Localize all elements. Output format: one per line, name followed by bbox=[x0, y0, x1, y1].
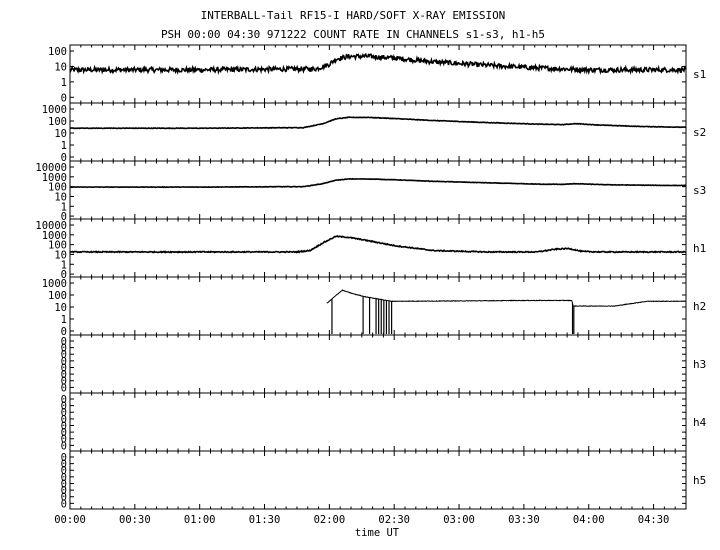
y-tick-label: 10 bbox=[54, 191, 67, 203]
panel-frame bbox=[69, 334, 687, 394]
y-tick-label: 0 bbox=[61, 369, 67, 381]
series-line-h1 bbox=[69, 234, 687, 254]
y-tick-label: 100 bbox=[48, 290, 67, 302]
x-tick-label: 03:00 bbox=[443, 514, 475, 526]
y-tick-label: 0 bbox=[61, 92, 67, 104]
x-tick-label: 02:30 bbox=[378, 514, 410, 526]
y-tick-label: 1000 bbox=[42, 104, 67, 116]
x-tick-label: 02:00 bbox=[314, 514, 346, 526]
y-tick-label: 100 bbox=[48, 46, 67, 58]
panel-frame bbox=[69, 44, 687, 104]
chart-subtitle: PSH 00:00 04:30 971222 COUNT RATE IN CHA… bbox=[161, 28, 545, 41]
channel-label-h3: h3 bbox=[693, 358, 706, 371]
y-tick-label: 1 bbox=[61, 77, 67, 89]
channel-label-s3: s3 bbox=[693, 184, 706, 197]
y-tick-label: 0 bbox=[61, 211, 67, 223]
x-axis: 00:00 00:30 01:00 01:30 02:00 02:30 03:00 03:30… bbox=[54, 514, 669, 526]
panel-frame bbox=[69, 102, 687, 162]
y-tick-label: 0 bbox=[61, 427, 67, 439]
series-line-s2 bbox=[69, 116, 687, 130]
panel-frame bbox=[69, 160, 687, 220]
y-tick-label: 0 bbox=[61, 472, 67, 484]
series-line-s3 bbox=[70, 177, 686, 189]
panels-group: 1001010s110001001010s21000010001001010s3… bbox=[35, 44, 707, 510]
y-tick-label: 10 bbox=[54, 128, 67, 140]
y-tick-label: 0 bbox=[61, 420, 67, 432]
y-tick-label: 1 bbox=[61, 259, 67, 271]
y-tick-label: 0 bbox=[61, 492, 67, 504]
y-tick-label: 0 bbox=[61, 336, 67, 348]
chart-title: INTERBALL-Tail RF15-I HARD/SOFT X-RAY EM… bbox=[201, 9, 506, 22]
y-tick-label: 0 bbox=[61, 434, 67, 446]
y-tick-label: 10 bbox=[54, 249, 67, 261]
channel-label-h2: h2 bbox=[693, 300, 706, 313]
y-tick-label: 0 bbox=[61, 356, 67, 368]
x-tick-label: 01:30 bbox=[249, 514, 281, 526]
y-tick-label: 0 bbox=[61, 382, 67, 394]
y-tick-label: 1000 bbox=[42, 230, 67, 242]
y-tick-label: 0 bbox=[61, 498, 67, 510]
x-tick-label: 04:30 bbox=[638, 514, 670, 526]
y-tick-label: 0 bbox=[61, 394, 67, 406]
x-tick-label: 00:30 bbox=[119, 514, 151, 526]
y-tick-label: 0 bbox=[61, 465, 67, 477]
x-tick-label: 00:00 bbox=[54, 514, 86, 526]
y-tick-label: 0 bbox=[61, 440, 67, 452]
channel-label-h5: h5 bbox=[693, 474, 706, 487]
y-tick-label: 0 bbox=[61, 349, 67, 361]
x-tick-label: 04:00 bbox=[573, 514, 605, 526]
y-tick-label: 10 bbox=[54, 302, 67, 314]
series-line-s1 bbox=[69, 52, 687, 76]
channel-label-s1: s1 bbox=[693, 68, 706, 81]
channel-label-s2: s2 bbox=[693, 126, 706, 139]
x-tick-label: 01:00 bbox=[184, 514, 216, 526]
y-tick-label: 0 bbox=[61, 376, 67, 388]
y-tick-label: 0 bbox=[61, 452, 67, 464]
x-tick-label: 03:30 bbox=[508, 514, 540, 526]
x-axis-label: time UT bbox=[355, 527, 400, 539]
y-tick-label: 0 bbox=[61, 485, 67, 497]
y-tick-label: 1000 bbox=[42, 172, 67, 184]
y-tick-label: 0 bbox=[61, 459, 67, 471]
y-tick-label: 10000 bbox=[35, 162, 67, 174]
y-tick-label: 0 bbox=[61, 152, 67, 164]
y-tick-label: 1 bbox=[61, 314, 67, 326]
y-tick-label: 10 bbox=[54, 61, 67, 73]
channel-label-h4: h4 bbox=[693, 416, 707, 429]
y-tick-label: 100 bbox=[48, 240, 67, 252]
y-tick-label: 0 bbox=[61, 343, 67, 355]
y-tick-label: 100 bbox=[48, 182, 67, 194]
y-tick-label: 10000 bbox=[35, 220, 67, 232]
y-tick-label: 0 bbox=[61, 401, 67, 413]
y-tick-label: 1 bbox=[61, 140, 67, 152]
y-tick-label: 1000 bbox=[42, 278, 67, 290]
y-tick-label: 0 bbox=[61, 414, 67, 426]
y-tick-label: 100 bbox=[48, 116, 67, 128]
panel-frame bbox=[69, 218, 687, 278]
y-tick-label: 0 bbox=[61, 407, 67, 419]
channel-label-h1: h1 bbox=[693, 242, 706, 255]
y-tick-label: 0 bbox=[61, 269, 67, 281]
y-tick-label: 0 bbox=[61, 362, 67, 374]
y-tick-label: 0 bbox=[61, 478, 67, 490]
panel-frame bbox=[69, 392, 687, 452]
y-tick-label: 0 bbox=[61, 326, 67, 338]
panel-frame bbox=[69, 450, 687, 510]
y-tick-label: 1 bbox=[61, 201, 67, 213]
